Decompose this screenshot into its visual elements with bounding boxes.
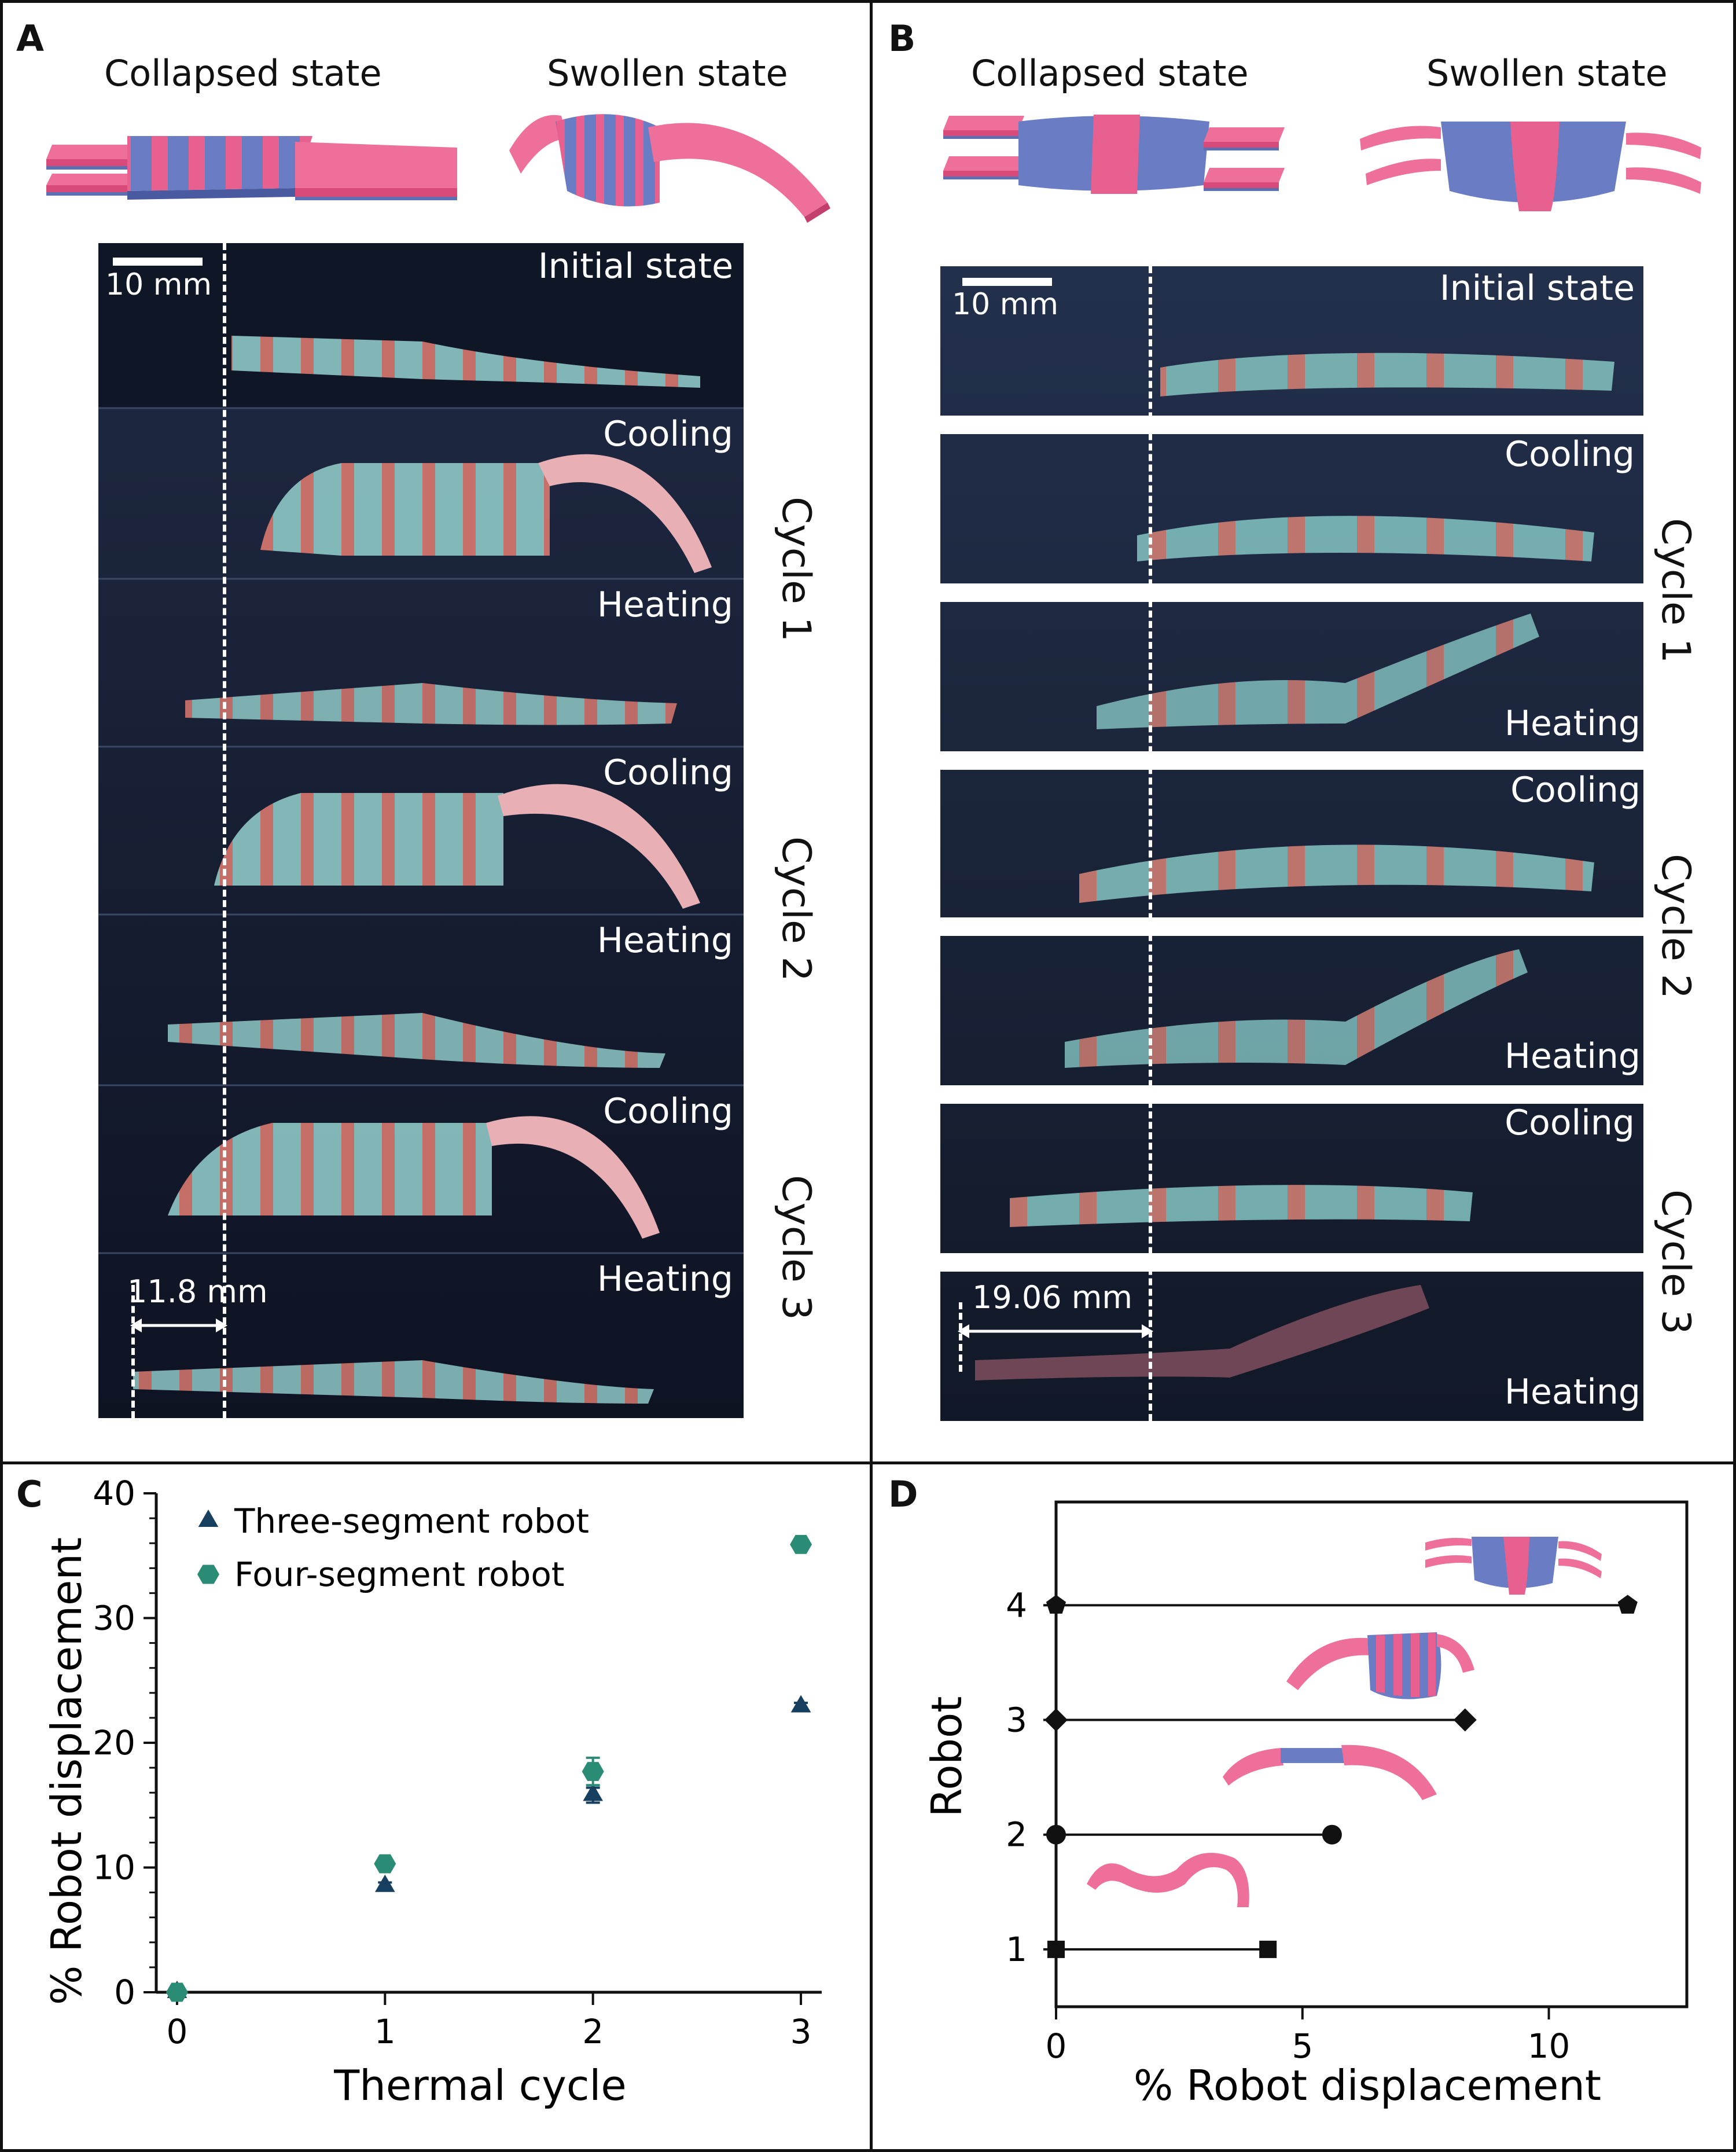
panel-b-collapsed-title: Collapsed state (971, 52, 1249, 94)
panel-a-cycle-3-label: Cycle 3 (773, 1175, 819, 1320)
panel-b-frame-label-2: Cooling (1505, 434, 1635, 475)
panel-a-frame-label-1: Initial state (538, 246, 733, 287)
panel-d-robot-1-marker (1259, 1940, 1277, 1958)
panel-a-swollen-robot-illustration (509, 114, 830, 223)
panel-a-frame-label-2: Cooling (603, 414, 733, 454)
panel-b-scale-bar (962, 278, 1052, 286)
panel-d-x-tick-label: 0 (1046, 2026, 1067, 2066)
panel-c-x-tick-label: 1 (374, 2012, 396, 2051)
panel-d-robot-2-marker (1322, 1824, 1342, 1845)
panel-c-point-three-segment (375, 1874, 395, 1892)
panel-d-label: D (888, 1473, 918, 1515)
panel-d-robot-3-marker (1453, 1708, 1477, 1732)
panel-d-y-axis-label: Robot (922, 1696, 971, 1817)
panel-b-swollen-robot-illustration (1360, 122, 1701, 211)
panel-d-x-tick-label: 10 (1528, 2026, 1571, 2066)
panel-b-frame-label-7: Heating (1504, 1372, 1641, 1412)
panel-b-cycle-2-label: Cycle 2 (1653, 854, 1698, 999)
panel-a-photo-strip: 10 mm 11.8 mm Initial state Cooling Heat… (98, 243, 744, 1418)
panel-a-frame-label-5: Heating (597, 920, 733, 961)
panel-c-y-tick-label: 30 (93, 1599, 135, 1638)
panel-b-frame-label-5: Heating (1504, 1036, 1641, 1077)
panel-d-robot-3-thumbnail (1286, 1632, 1474, 1699)
panel-a-frame-label-4: Cooling (603, 752, 733, 793)
panel-c-point-four-segment (790, 1534, 812, 1554)
panel-c-y-tick-label: 10 (93, 1848, 135, 1887)
panel-c-y-tick-label: 40 (93, 1474, 135, 1513)
panel-a-scale-bar (113, 258, 203, 266)
panel-d-plot-area (1054, 1500, 1689, 2008)
panel-a-measure-arrow (130, 1319, 227, 1332)
panel-d-robot-4-marker (1617, 1595, 1638, 1614)
panel-b-cycle-1-label: Cycle 1 (1653, 518, 1698, 663)
panel-d-robot-2-marker (1046, 1824, 1066, 1845)
panel-a-cycle-2-label: Cycle 2 (773, 836, 819, 982)
panel-b-scale-label: 10 mm (952, 287, 1059, 322)
panel-a-final-line (131, 1285, 135, 1418)
panel-b-photo-strip: 10 mm 19.06 mm Initial state Cooling Hea… (940, 266, 1643, 1421)
panel-a-swollen-title: Swollen state (547, 52, 788, 94)
panel-d-robot-1-thumbnail (1087, 1853, 1249, 1907)
panel-d-frame (870, 1461, 1736, 2152)
panel-c-point-four-segment (582, 1762, 604, 1781)
panel-a-frame-label-3: Heating (597, 585, 733, 625)
panel-d-y-tick-label: 2 (1006, 1815, 1027, 1854)
panel-b-measure-arrow (958, 1324, 1153, 1338)
panel-a-robot-photos (98, 243, 744, 1418)
panel-d-robot-3-marker (1044, 1708, 1068, 1732)
panel-b-label: B (888, 17, 916, 60)
panel-c-point-four-segment (165, 1982, 188, 2002)
panel-c-y-tick-label: 20 (93, 1723, 135, 1762)
panel-a-collapsed-robot-illustration (46, 136, 457, 200)
panel-a-cycle-1-label: Cycle 1 (773, 497, 819, 642)
panel-c-label: C (16, 1473, 43, 1515)
panel-c-legend-marker-four-segment (197, 1565, 219, 1584)
panel-d-robot-2-thumbnail (1223, 1745, 1437, 1800)
panel-d-x-axis-label: % Robot displacement (1134, 2061, 1601, 2110)
panel-c-x-axis-label: Thermal cycle (333, 2061, 626, 2110)
panel-c-x-tick-label: 3 (790, 2012, 812, 2051)
panel-d-displacement-chart: 0 5 10 1 2 3 4 % Robot displacement Robot (922, 1500, 1689, 2110)
panel-b-cycle-3-label: Cycle 3 (1653, 1189, 1698, 1335)
panel-c-y-tick-label: 0 (114, 1973, 135, 2012)
panel-b-reference-line (1149, 266, 1152, 1421)
panel-c-point-three-segment (790, 1695, 811, 1713)
panel-b-measurement: 19.06 mm (972, 1279, 1132, 1316)
panel-d-y-tick-label: 1 (1006, 1930, 1027, 1969)
panel-c-x-tick-label: 0 (166, 2012, 187, 2051)
panel-d-x-tick-label: 5 (1292, 2026, 1313, 2066)
panel-a-measurement: 11.8 mm (127, 1273, 268, 1310)
panel-c-point-three-segment (583, 1783, 603, 1801)
panel-a-scale-label: 10 mm (105, 267, 212, 302)
panel-c-legend-label: Three-segment robot (234, 1501, 589, 1541)
panel-c-legend-marker-three-segment (198, 1510, 219, 1527)
panel-d-robot-4-marker (1046, 1595, 1066, 1614)
panel-c-x-tick-label: 2 (582, 2012, 604, 2051)
panel-b-swollen-title: Swollen state (1426, 52, 1668, 94)
panel-a-collapsed-title: Collapsed state (104, 52, 382, 94)
panel-b-frame-label-3: Heating (1504, 703, 1641, 744)
panel-d-robot-thumbnails (1087, 1537, 1602, 1907)
panel-d-robot-4-thumbnail (1425, 1537, 1602, 1595)
panel-b-frame-label-6: Cooling (1505, 1103, 1635, 1143)
panel-b-collapsed-robot-illustration (943, 115, 1285, 194)
panel-b-frame-label-1: Initial state (1439, 268, 1635, 309)
panel-a-label: A (16, 17, 44, 60)
panel-a-frame-label-6: Cooling (603, 1091, 733, 1132)
panel-a-reference-line (223, 243, 226, 1418)
panel-c-y-axis-label: % Robot displacement (42, 1537, 91, 2005)
panel-c-point-four-segment (374, 1854, 396, 1874)
panel-d-y-tick-label: 3 (1006, 1701, 1027, 1740)
panel-d-y-tick-label: 4 (1006, 1585, 1027, 1625)
panel-b-frame-label-4: Cooling (1510, 770, 1641, 810)
panel-b-final-line (959, 1302, 962, 1372)
panel-c-legend-label: Four-segment robot (234, 1555, 565, 1594)
panel-b-robot-photos (940, 266, 1643, 1421)
panel-a-frame-label-7: Heating (597, 1259, 733, 1299)
panel-d-robot-1-marker (1047, 1940, 1065, 1958)
